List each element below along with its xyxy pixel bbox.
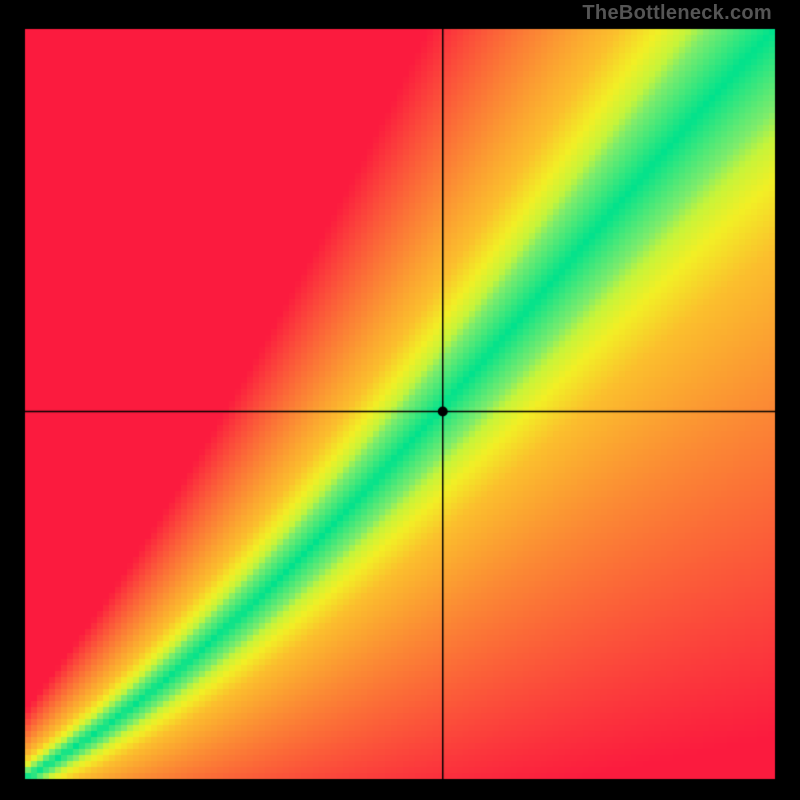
watermark-label: TheBottleneck.com — [582, 2, 772, 25]
chart-container: TheBottleneck.com — [0, 0, 800, 800]
bottleneck-heatmap — [0, 0, 800, 800]
